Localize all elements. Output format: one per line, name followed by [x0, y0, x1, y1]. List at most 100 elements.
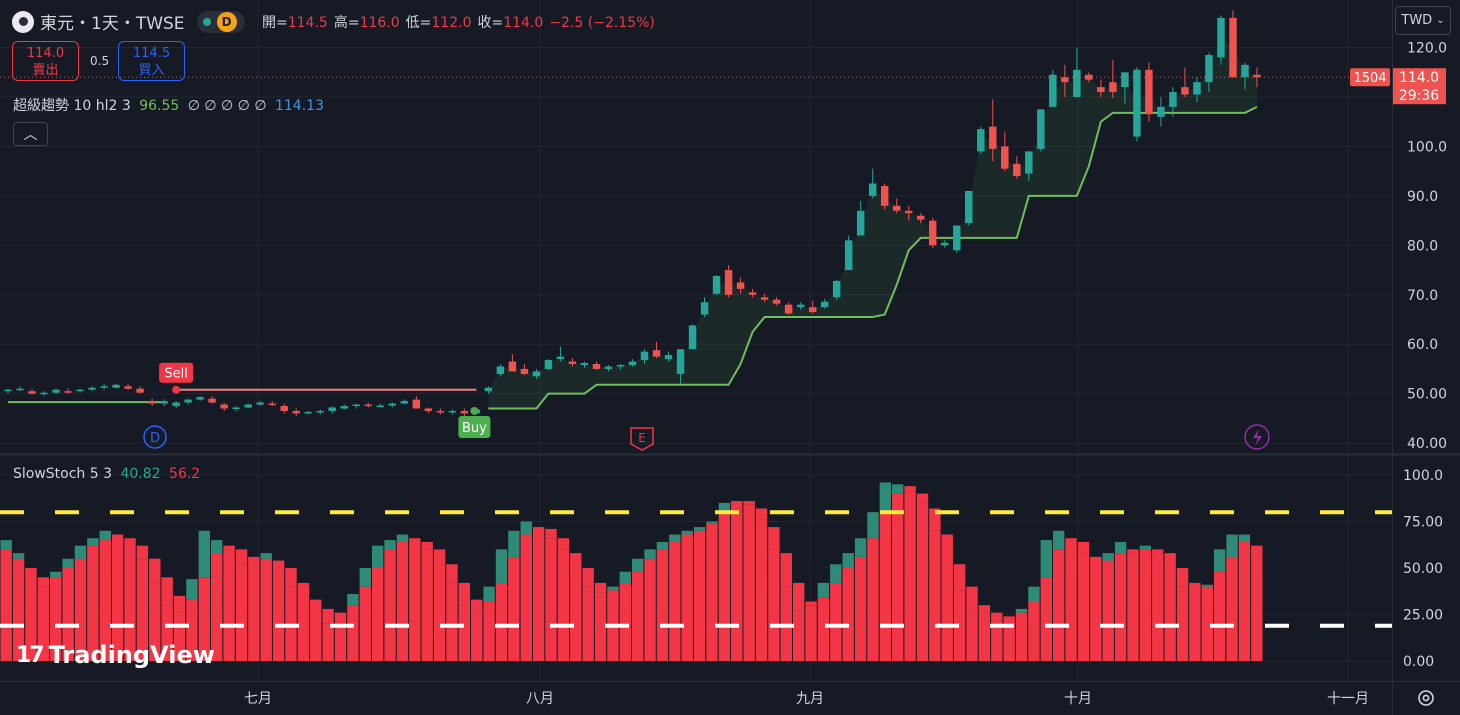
stoch-bar	[99, 530, 111, 661]
stoch-bar-top	[916, 493, 929, 503]
candle-body	[820, 301, 829, 308]
stoch-bar-base	[805, 605, 817, 661]
stoch-bar	[632, 558, 644, 661]
stoch-bar-base	[384, 549, 396, 661]
stoch-bar-base	[161, 605, 173, 661]
sell-button[interactable]: 114.0 賣出	[12, 41, 79, 81]
stoch-bar-base	[768, 549, 780, 661]
candle	[808, 300, 817, 314]
candle-body	[664, 355, 673, 360]
stoch-bar-top	[570, 553, 582, 568]
stoch-bar-top	[879, 482, 892, 513]
candle-body	[941, 242, 949, 246]
candle	[892, 198, 901, 214]
stoch-bar-base	[1213, 571, 1226, 661]
stoch-d-value: 56.2	[169, 466, 201, 482]
stoch-bar-base	[532, 527, 545, 661]
stoch-bar-base	[1139, 549, 1152, 661]
stoch-bar-top	[693, 527, 706, 531]
candle-body	[700, 302, 709, 315]
buy-button[interactable]: 114.5 買入	[118, 41, 185, 81]
stoch-bar-base	[792, 610, 805, 661]
candle-body	[868, 183, 877, 196]
stoch-bar	[619, 571, 631, 661]
stoch-bar-top	[421, 541, 433, 550]
stoch-k-value: 40.82	[120, 466, 161, 482]
candle	[1181, 67, 1189, 97]
stoch-bar	[471, 599, 483, 661]
candle	[664, 351, 673, 362]
candle-body	[628, 361, 637, 365]
stoch-bar-top	[669, 534, 681, 542]
stoch-bar-top	[285, 568, 297, 587]
collapse-legend-button[interactable]: ︿	[13, 122, 48, 146]
stoch-bar-base	[62, 568, 74, 661]
candle-body	[1049, 74, 1057, 107]
settings-gear-icon[interactable]	[1414, 686, 1438, 710]
supertrend-name: 超級趨勢 10 hl2 3	[13, 98, 131, 114]
price-change: −2.5 (−2.15%)	[549, 15, 655, 31]
stoch-bar	[1090, 556, 1102, 661]
candle	[16, 386, 24, 392]
stoch-bar-base	[334, 612, 347, 661]
candle	[76, 388, 84, 393]
stoch-bar-base	[557, 549, 570, 661]
stoch-bar-top	[941, 534, 953, 568]
stoch-bar	[1189, 582, 1201, 661]
candle-body	[929, 220, 937, 246]
stoch-bar-top	[867, 512, 879, 539]
stoch-bar-base	[1040, 577, 1052, 661]
tradingview-logo[interactable]: 17 TradingView	[16, 641, 215, 669]
stoch-bar-base	[817, 597, 830, 661]
stoch-bar-base	[916, 502, 929, 661]
candle-body	[124, 386, 132, 389]
stoch-bar	[941, 534, 953, 661]
stoch-bar	[25, 568, 37, 661]
stoch-legend[interactable]: SlowStoch 5 3 40.82 56.2	[13, 466, 200, 482]
symbol-title[interactable]: 東元・1天・TWSE	[40, 14, 185, 34]
candle-body	[953, 225, 961, 251]
stoch-bar-top	[37, 577, 50, 587]
supertrend-legend[interactable]: 超級趨勢 10 hl2 3 96.55 ∅ ∅ ∅ ∅ ∅ 114.13	[13, 95, 324, 115]
candle-body	[52, 389, 60, 393]
candle	[232, 406, 240, 411]
stoch-bar	[161, 577, 173, 661]
candle-body	[1013, 163, 1021, 177]
symbol-header[interactable]: 東元・1天・TWSE D	[12, 9, 245, 34]
stoch-bar-top	[198, 530, 210, 578]
candle	[244, 403, 252, 409]
candle	[760, 293, 769, 303]
candle	[856, 200, 865, 236]
stoch-bar-base	[149, 582, 161, 661]
stoch-bar-top	[50, 571, 62, 578]
stoch-bar	[966, 586, 978, 661]
candle	[352, 403, 361, 409]
stoch-bar-base	[87, 545, 99, 661]
supertrend-up-fill	[488, 37, 1257, 409]
chevron-up-icon: ︿	[23, 127, 38, 143]
candle	[184, 398, 192, 405]
market-status-pill[interactable]: D	[196, 10, 245, 33]
stoch-bar-top	[1226, 534, 1238, 557]
candle-body	[1181, 87, 1189, 95]
candle	[424, 407, 433, 414]
candle-body	[412, 399, 421, 409]
stoch-bar	[817, 582, 830, 661]
candle-body	[448, 410, 457, 413]
split-event-icon	[1244, 424, 1270, 450]
candle-body	[880, 186, 889, 206]
stoch-bar	[1053, 530, 1065, 661]
candle-body	[76, 389, 84, 392]
candle-body	[1229, 17, 1237, 78]
candle	[484, 386, 493, 394]
stoch-bar-base	[136, 558, 149, 661]
candle	[4, 388, 12, 394]
stoch-bar-base	[854, 556, 867, 661]
currency-select[interactable]: TWD ⌄	[1395, 6, 1451, 35]
stoch-bar-base	[1201, 586, 1213, 661]
stoch-bar-base	[830, 582, 842, 661]
stoch-bar	[768, 527, 780, 661]
supertrend-line	[8, 105, 1258, 410]
candle	[772, 297, 781, 306]
